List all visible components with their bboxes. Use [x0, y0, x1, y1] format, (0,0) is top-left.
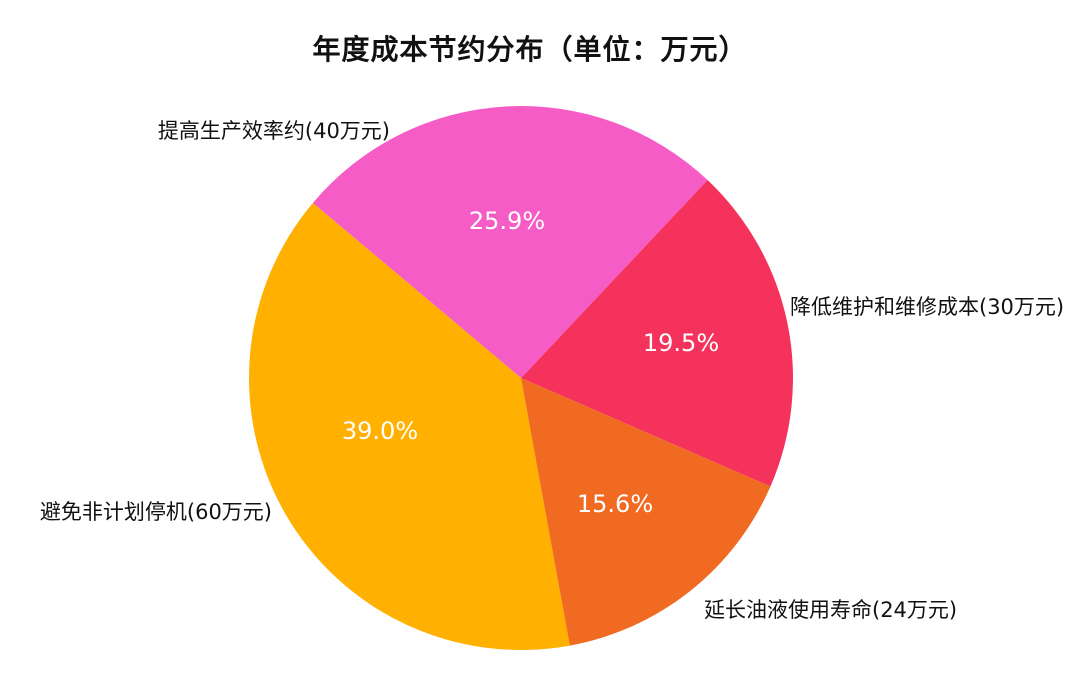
slice-label-crimson: 降低维护和维修成本(30万元)	[790, 295, 1065, 319]
slice-label-pink: 提高生产效率约(40万元)	[157, 119, 390, 143]
pie-slice-3	[521, 378, 771, 646]
slice-label-amber: 避免非计划停机(60万元)	[39, 500, 272, 524]
pct-label-amber: 39.0%	[341, 417, 419, 445]
slice-label-orange: 延长油液使用寿命(24万元)	[704, 598, 958, 622]
pie-slice-0	[521, 180, 793, 487]
pct-label-crimson: 19.5%	[642, 329, 720, 357]
pie-slice-1	[312, 106, 708, 378]
chart-title: 年度成本节约分布（单位：万元）	[312, 33, 748, 66]
pct-label-pink: 25.9%	[468, 207, 546, 235]
pie-slice-2	[249, 202, 570, 650]
pct-label-orange: 15.6%	[576, 490, 654, 518]
